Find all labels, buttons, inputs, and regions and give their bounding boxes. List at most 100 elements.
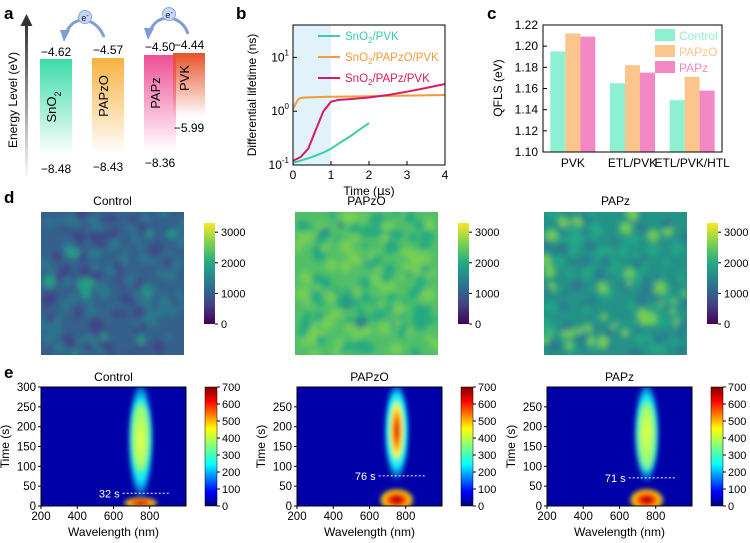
lifetime-x-tick-label: 3 bbox=[404, 168, 411, 182]
in-situ-map-1: Control 32 s 200 400 600 800 Wavelength (nm) 0 5… bbox=[0, 370, 240, 539]
pl-map-grain bbox=[617, 246, 629, 258]
panel-letter-d: d bbox=[4, 188, 14, 207]
pl-map-grain bbox=[392, 302, 406, 315]
in-situ-colorbar-tick-label: 100 bbox=[728, 484, 746, 496]
pl-map-grain bbox=[588, 235, 596, 242]
pl-mapping-panels: Control3000200010000PAPzO3000200010000PA… bbox=[41, 194, 748, 355]
pl-map-grain bbox=[91, 253, 98, 260]
pl-map-grain bbox=[624, 267, 635, 278]
qfls-bar bbox=[565, 33, 581, 152]
pl-map-grain bbox=[306, 223, 314, 231]
electron-symbol-1: e- bbox=[81, 13, 89, 24]
pl-map-grain bbox=[663, 258, 673, 267]
pl-map-grain bbox=[137, 286, 146, 295]
pl-map-grain bbox=[558, 300, 569, 311]
pl-map-grain bbox=[646, 229, 660, 243]
band-papz bbox=[144, 55, 176, 151]
pl-map-grain bbox=[661, 220, 672, 230]
pl-map-grain bbox=[168, 307, 178, 317]
pl-map-grain bbox=[46, 313, 56, 322]
pl-map-grain bbox=[152, 242, 163, 253]
lifetime-legend-label-1: SnO2/PVK bbox=[345, 31, 399, 45]
pl-map-grain bbox=[325, 259, 338, 272]
pl-map-grain bbox=[71, 350, 79, 355]
pl-map-grain bbox=[360, 341, 375, 355]
pl-map-grain bbox=[301, 271, 309, 278]
in-situ-colorbar-tick-label: 700 bbox=[478, 382, 496, 394]
pl-map-grain bbox=[297, 287, 311, 301]
pl-map-grain bbox=[627, 348, 638, 355]
pl-map-grain bbox=[653, 281, 668, 295]
pl-map-grain bbox=[122, 272, 137, 287]
pl-map-grain bbox=[664, 292, 675, 304]
energy-axis-arrow bbox=[25, 22, 28, 180]
in-situ-emission-core bbox=[637, 402, 656, 471]
pl-map-grain bbox=[48, 323, 63, 337]
pl-colorbar-tick-label: 0 bbox=[724, 319, 730, 331]
pl-map-grain bbox=[174, 289, 183, 298]
pl-map-grain bbox=[413, 320, 424, 330]
qfls-bar bbox=[669, 100, 685, 152]
pl-map-grain bbox=[136, 242, 145, 251]
pl-map-grain bbox=[128, 297, 136, 306]
pl-map-grain bbox=[100, 332, 108, 341]
qfls-category-label: PVK bbox=[561, 156, 585, 170]
pl-map-grain bbox=[586, 295, 597, 307]
pl-map-grain bbox=[376, 300, 383, 307]
pl-map-grain bbox=[341, 340, 353, 352]
pl-map-grain bbox=[146, 283, 158, 295]
in-situ-colorbar-tick-label: 300 bbox=[728, 450, 746, 462]
pl-map-grain bbox=[91, 262, 101, 272]
pl-map-grain bbox=[106, 238, 120, 252]
pl-map-grain bbox=[425, 334, 434, 342]
pl-map-grain bbox=[75, 241, 83, 249]
pl-map-grain bbox=[677, 332, 685, 340]
pl-map-grain bbox=[615, 322, 626, 333]
lifetime-x-tick-label: 0 bbox=[290, 168, 297, 182]
pl-map-grain bbox=[304, 330, 319, 345]
pl-map-grain bbox=[580, 299, 588, 307]
pl-colorbar-tick-label: 2000 bbox=[475, 258, 499, 270]
pl-map-grain bbox=[631, 251, 639, 258]
lifetime-y-tick-label: 101 bbox=[271, 48, 289, 64]
pl-map-grain bbox=[94, 281, 108, 295]
pl-map-grain bbox=[142, 213, 151, 223]
pl-map-grain bbox=[544, 318, 554, 333]
pl-map-grain bbox=[66, 212, 76, 222]
in-situ-y-label: Time (s) bbox=[504, 425, 518, 469]
pl-map-grain bbox=[99, 217, 106, 225]
pl-map-grain bbox=[676, 325, 684, 333]
in-situ-y-tick-label: 0 bbox=[286, 501, 292, 513]
pl-map-grain bbox=[398, 322, 409, 332]
qfls-category-label: ETL/PVK/HTL bbox=[654, 156, 730, 170]
pl-map-grain bbox=[544, 254, 552, 268]
in-situ-colorbar-tick-label: 300 bbox=[222, 450, 240, 462]
pl-map-grain bbox=[647, 243, 660, 257]
pl-map-grain bbox=[101, 230, 112, 241]
in-situ-emission-hotspot bbox=[387, 392, 406, 469]
pl-map-grain bbox=[310, 349, 320, 355]
pl-map-grain bbox=[389, 243, 400, 253]
pl-map-grain bbox=[41, 320, 50, 332]
pl-map-grain bbox=[566, 245, 580, 259]
qfls-chart: 1.10 1.12 1.14 1.16 1.18 1.20 1.22 PVK ETL/PVKET… bbox=[491, 18, 730, 170]
pl-map-grain bbox=[128, 216, 138, 226]
in-situ-colorbar-tick-label: 400 bbox=[222, 433, 240, 445]
in-situ-colorbar-tick-label: 700 bbox=[728, 382, 746, 394]
in-situ-background bbox=[297, 387, 442, 506]
pl-map-grain bbox=[627, 233, 640, 247]
pl-map-grain bbox=[412, 302, 425, 316]
in-situ-colorbar bbox=[460, 386, 474, 507]
in-situ-y-tick-label: 250 bbox=[273, 402, 292, 414]
lifetime-series-line-3 bbox=[293, 83, 445, 162]
qfls-bar bbox=[684, 76, 700, 152]
pl-map-grain bbox=[680, 290, 687, 297]
in-situ-emission-core bbox=[131, 402, 150, 471]
pl-map-grain bbox=[313, 248, 327, 262]
pl-map-grain bbox=[661, 332, 669, 340]
pl-map-grain bbox=[553, 254, 566, 267]
pl-map-grain bbox=[334, 295, 347, 308]
band-papzo bbox=[92, 58, 124, 154]
in-situ-y-tick-label: 150 bbox=[273, 442, 292, 454]
pl-map-grain bbox=[387, 293, 397, 302]
